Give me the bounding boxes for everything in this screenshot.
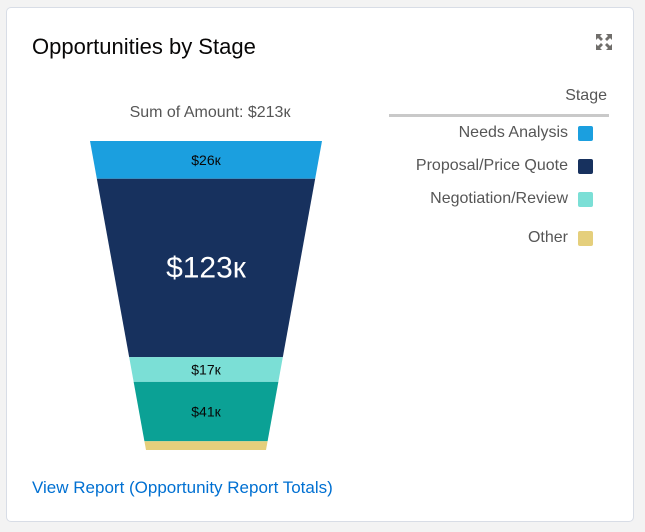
funnel-data-label: $123к — [166, 251, 247, 284]
legend-item[interactable]: Other — [528, 227, 593, 249]
chart-title: Sum of Amount: $213к — [129, 104, 291, 121]
expand-button[interactable] — [593, 31, 615, 53]
funnel-segment-negotiation-review[interactable] — [129, 357, 283, 382]
legend-item[interactable]: Needs Analysis — [459, 122, 593, 144]
legend-item[interactable]: Negotiation/Review — [430, 188, 593, 210]
legend-swatch — [578, 230, 593, 246]
legend-title: Stage — [565, 87, 607, 104]
legend-label: Negotiation/Review — [430, 190, 568, 207]
view-report-link[interactable]: View Report (Opportunity Report Totals) — [32, 478, 333, 497]
legend-label: Other — [527, 229, 568, 246]
legend-swatch — [578, 158, 593, 174]
legend-label: Proposal/Price Quote — [415, 157, 568, 174]
funnel-segment-proposal-price-quote[interactable] — [96, 178, 316, 358]
dashboard-card: Opportunities by Stage Sum of Amount: $2… — [6, 7, 634, 522]
legend-divider — [389, 114, 609, 117]
funnel-segment-closed[interactable] — [133, 381, 279, 442]
legend-item[interactable]: Proposal/Price Quote — [416, 155, 593, 177]
legend-swatch — [578, 125, 593, 141]
funnel-segment-other[interactable] — [144, 441, 268, 450]
funnel-segment-needs-analysis[interactable] — [90, 141, 322, 179]
funnel-data-label: $26к — [191, 152, 221, 168]
legend-swatch — [578, 191, 593, 207]
legend-label: Needs Analysis — [458, 124, 568, 141]
expand-icon — [596, 34, 612, 50]
card-title: Opportunities by Stage — [32, 34, 256, 59]
funnel-data-label: $41к — [191, 404, 221, 420]
funnel-chart: $26к $123к $17к $41к — [90, 141, 322, 450]
funnel-data-label: $17к — [191, 361, 221, 377]
